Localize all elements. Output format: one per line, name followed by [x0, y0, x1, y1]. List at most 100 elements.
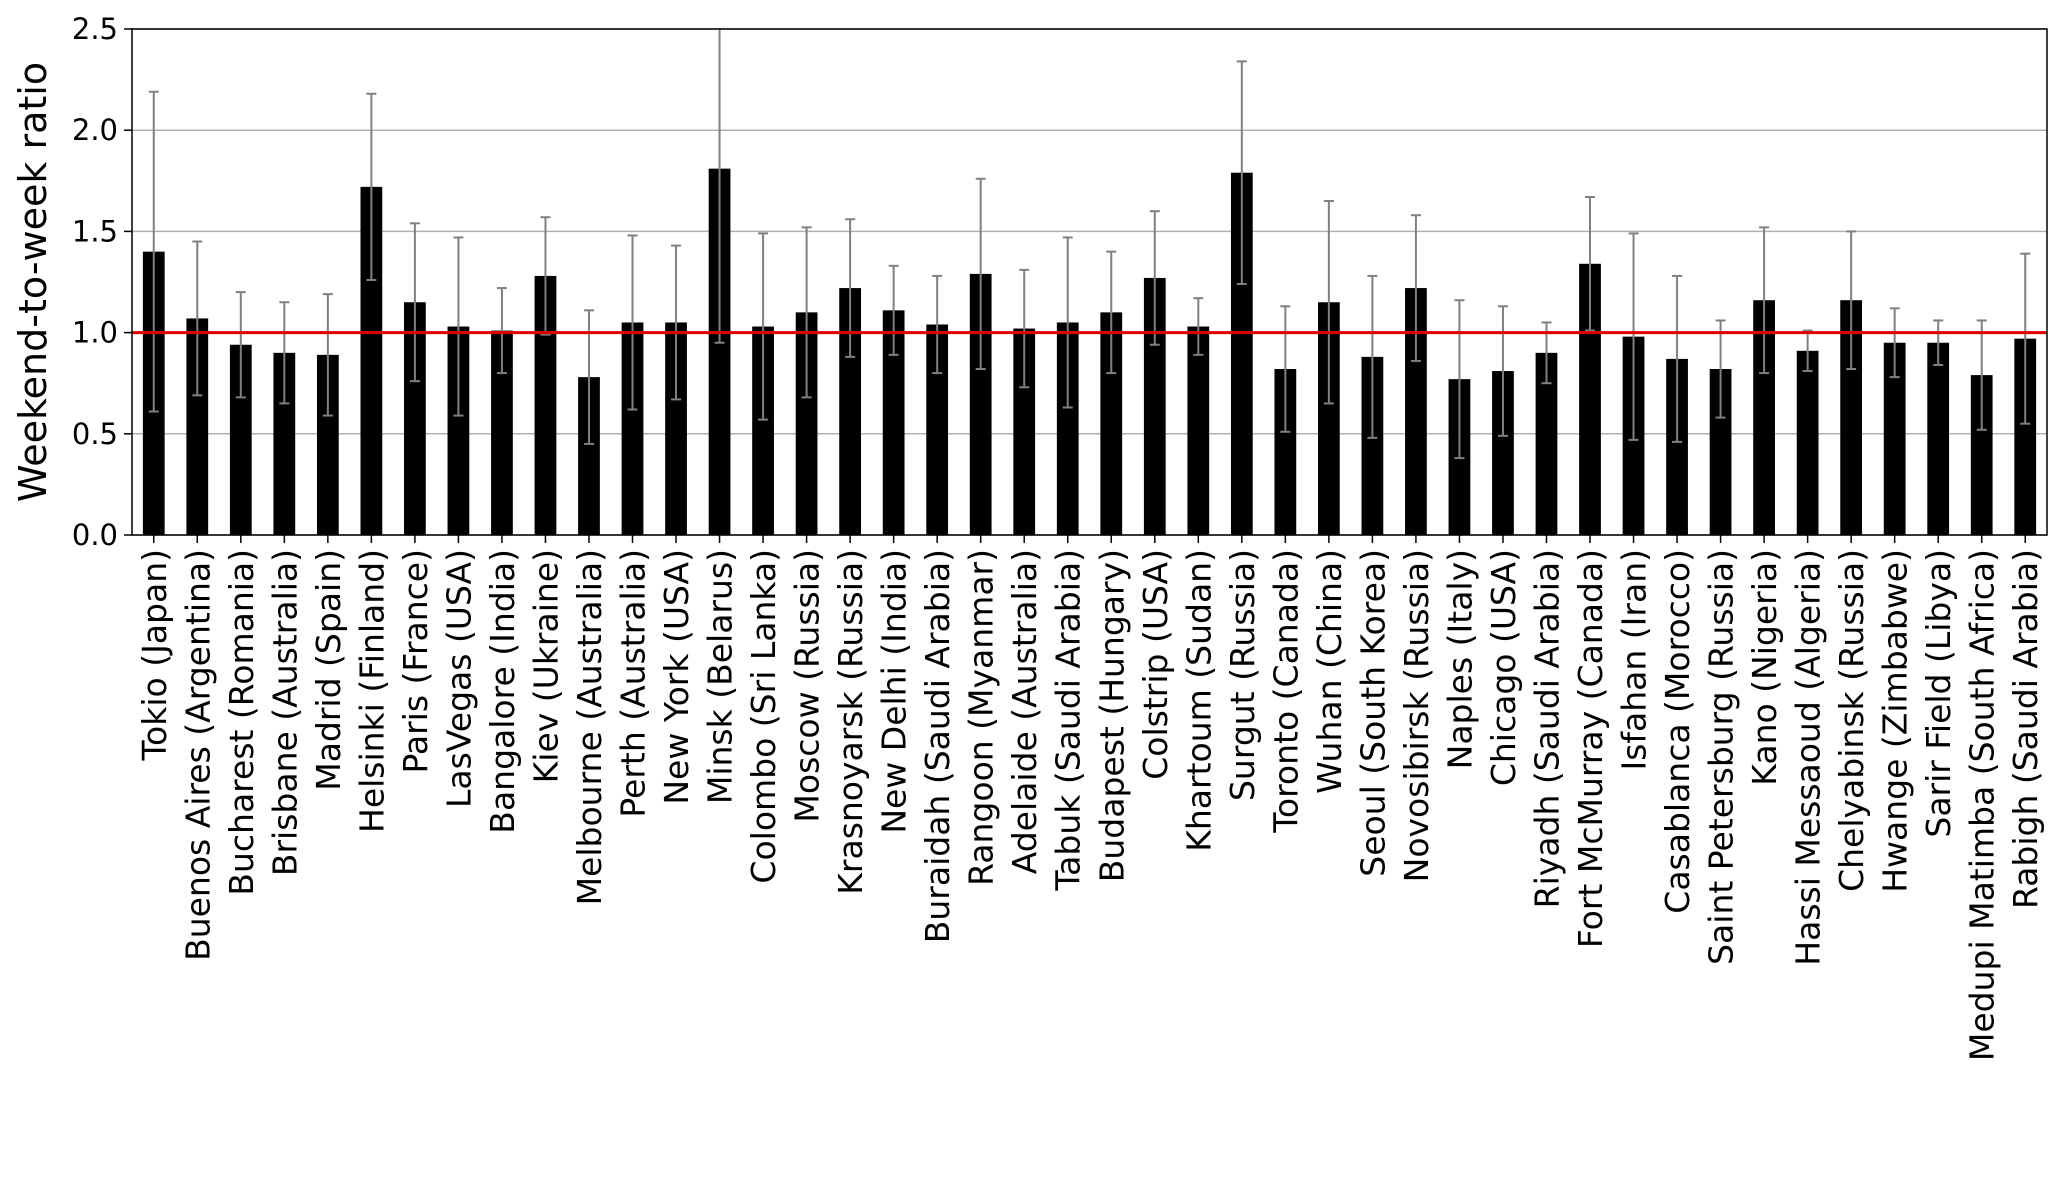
bar [1013, 328, 1036, 535]
y-axis-label: Weekend-to-week ratio [11, 62, 55, 502]
x-tick-label: LasVegas (USA) [439, 549, 478, 808]
x-tick-label: Fort McMurray (Canada) [1571, 549, 1610, 948]
x-tick-label: Toronto (Canada) [1266, 549, 1305, 834]
x-tick-label: New Delhi (India) [875, 549, 914, 834]
error-bar [627, 234, 638, 411]
bar [1187, 326, 1210, 535]
bar [1796, 350, 1819, 535]
x-tick-label: Hwange (Zimbabwe) [1876, 549, 1915, 893]
x-tick-label: Hassi Messaoud (Algeria) [1789, 549, 1828, 966]
error-bar [975, 177, 986, 371]
error-bar [235, 291, 246, 399]
y-tick-label: 0.0 [72, 518, 118, 552]
error-bar [1976, 319, 1987, 431]
bar [1100, 312, 1123, 535]
error-bar [1454, 299, 1465, 460]
x-tick-label: Madrid (Spain) [309, 549, 348, 791]
x-tick-label: Budapest (Hungary) [1092, 549, 1131, 882]
error-bar [1410, 214, 1421, 362]
error-bar [1193, 297, 1204, 356]
error-bar [322, 293, 333, 417]
x-tick-label: Khartoum (Sudan) [1179, 549, 1218, 852]
bar [1143, 277, 1166, 535]
plot-area [142, 29, 2037, 535]
bar [1361, 356, 1384, 535]
bar [752, 326, 774, 535]
bar [534, 275, 557, 535]
bar [447, 326, 470, 535]
x-tick-label: Rabigh (Saudi Arabia) [2006, 549, 2045, 909]
error-bar [453, 236, 464, 417]
x-tick-label: Krasnoyarsk (Russia) [831, 549, 870, 895]
bar [621, 322, 644, 535]
bar [404, 302, 426, 535]
bar [1927, 342, 1950, 535]
y-tick-label: 2.0 [72, 113, 118, 147]
bar [1492, 371, 1514, 535]
x-tick-label: Minsk (Belarus) [701, 549, 740, 804]
error-bar [1236, 60, 1247, 286]
x-tick-label: Medupi Matimba (South Africa) [1963, 549, 2002, 1061]
x-tick-label: Brisbane (Australia) [265, 549, 304, 876]
bar [360, 186, 383, 535]
bar [1666, 358, 1688, 535]
error-bar [2020, 252, 2031, 425]
bar [926, 324, 949, 535]
x-tick-label: Tokio (Japan) [135, 549, 174, 762]
bar [1274, 369, 1297, 535]
x-tick-label: Casablanca (Morocco) [1658, 549, 1697, 914]
x-tick-label: Adelaide (Australia) [1005, 549, 1044, 874]
error-bar [496, 287, 507, 375]
x-tick-label: Surgut (Russia) [1223, 549, 1262, 801]
error-bar [1672, 274, 1683, 443]
x-tick-label: Isfahan (Iran) [1615, 549, 1654, 771]
error-bar [1149, 210, 1160, 346]
error-bar [758, 232, 769, 421]
error-bar [1585, 195, 1596, 332]
x-tick-label: Colombo (Sri Lanka) [744, 549, 783, 884]
bar [969, 273, 992, 535]
bar [273, 352, 296, 535]
bar [1753, 300, 1775, 535]
error-bar [1759, 226, 1770, 375]
bar [229, 344, 252, 535]
x-tick-label: Buraidah (Saudi Arabia) [918, 549, 957, 943]
x-tick-label: Kiev (Ukraine) [526, 549, 565, 783]
bar [708, 168, 731, 535]
y-tick-label: 1.0 [72, 316, 118, 350]
error-bar [801, 226, 812, 399]
error-bar [1280, 305, 1291, 433]
x-tick-label: Wuhan (China) [1310, 549, 1349, 794]
bar [1056, 322, 1079, 535]
x-tick-label: Bangalore (India) [483, 549, 522, 834]
x-tick-label: Kano (Nigeria) [1745, 549, 1784, 786]
error-bar [366, 92, 377, 281]
x-tick-label: Sarir Field (Libya) [1919, 549, 1958, 838]
bar [795, 312, 818, 535]
x-tick-label: Riyadh (Saudi Arabia) [1527, 549, 1566, 908]
error-bar [409, 222, 420, 383]
x-tick-label: New York (USA) [657, 549, 696, 805]
x-tick-label: Saint Petersburg (Russia) [1702, 549, 1741, 965]
error-bar [279, 301, 290, 405]
error-bar [540, 216, 551, 336]
error-bar [148, 90, 159, 413]
bar [1535, 352, 1558, 535]
bar [186, 318, 209, 535]
bar [1709, 369, 1732, 535]
error-bar [1933, 319, 1944, 366]
y-tick-label: 2.5 [72, 12, 118, 46]
bar [1317, 302, 1340, 535]
x-tick-label: Perth (Australia) [614, 549, 653, 818]
bar [2014, 338, 2037, 535]
x-tick-label: Novosibirsk (Russia) [1397, 549, 1436, 882]
bar [1883, 342, 1906, 535]
bar [491, 330, 513, 535]
error-bar [888, 264, 899, 356]
x-tick-label: Buenos Aires (Argentina) [178, 549, 217, 961]
error-bar [1367, 274, 1378, 439]
x-tick-label: Helsinki (Finland) [352, 549, 391, 833]
error-bar [1846, 230, 1857, 371]
x-tick-label: Naples (Italy) [1440, 549, 1479, 769]
